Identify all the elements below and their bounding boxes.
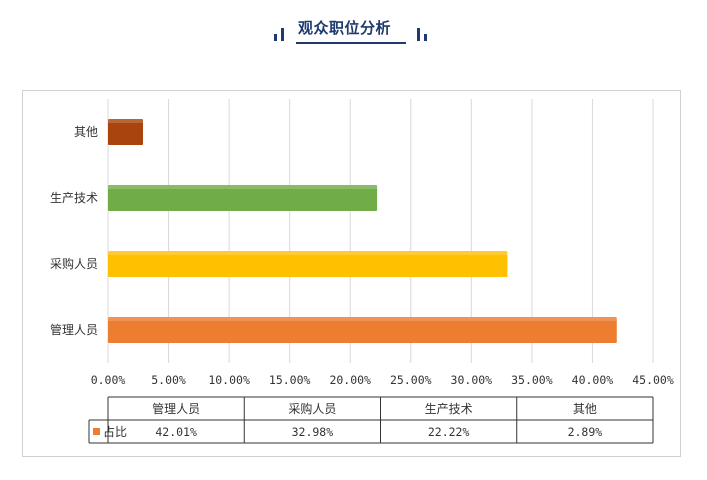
- legend-marker: [93, 428, 100, 435]
- x-tick-label-6: 30.00%: [451, 373, 493, 387]
- category-label-2: 生产技术: [50, 191, 98, 205]
- x-tick-label-9: 45.00%: [632, 373, 674, 387]
- table-header-3: 其他: [573, 402, 597, 416]
- category-label-3: 其他: [74, 125, 98, 139]
- title-deco-right-tall: [417, 28, 420, 41]
- bar-highlight-3: [108, 119, 144, 123]
- chart-frame: 管理人员 采购人员 生产技术 其他 0.00% 5.00% 10.00% 15.00% 20.0…: [22, 90, 681, 457]
- x-tick-label-7: 35.00%: [511, 373, 553, 387]
- table-header-1: 采购人员: [288, 401, 336, 416]
- table-value-1: 32.98%: [292, 425, 334, 439]
- title-block: 观众职位分析: [0, 14, 707, 50]
- title-deco-left-short: [274, 34, 277, 41]
- category-label-0: 管理人员: [50, 322, 98, 337]
- x-tick-label-3: 15.00%: [269, 373, 311, 387]
- title-deco-right-short: [424, 34, 427, 41]
- legend-label: 占比: [103, 424, 127, 439]
- table-value-2: 22.22%: [428, 425, 470, 439]
- x-tick-label-8: 40.00%: [572, 373, 614, 387]
- bar-highlight-1: [108, 251, 508, 255]
- table-value-3: 2.89%: [568, 425, 603, 439]
- bar-1: [108, 251, 508, 277]
- x-tick-label-2: 10.00%: [208, 373, 250, 387]
- x-tick-label-1: 5.00%: [151, 373, 186, 387]
- title-underline: [296, 42, 406, 44]
- bar-3: [108, 119, 144, 145]
- bar-2: [108, 185, 378, 211]
- bar-0: [108, 317, 617, 343]
- page-title: 观众职位分析: [298, 19, 392, 37]
- bar-highlight-2: [108, 185, 378, 189]
- x-tick-label-4: 20.00%: [329, 373, 371, 387]
- table-value-0: 42.01%: [155, 425, 197, 439]
- table-header-0: 管理人员: [152, 401, 200, 416]
- title-deco-left-tall: [281, 28, 284, 41]
- category-label-1: 采购人员: [50, 256, 98, 271]
- table-header-2: 生产技术: [425, 402, 473, 416]
- x-tick-label-5: 25.00%: [390, 373, 432, 387]
- x-tick-label-0: 0.00%: [91, 373, 126, 387]
- bar-highlight-0: [108, 317, 617, 321]
